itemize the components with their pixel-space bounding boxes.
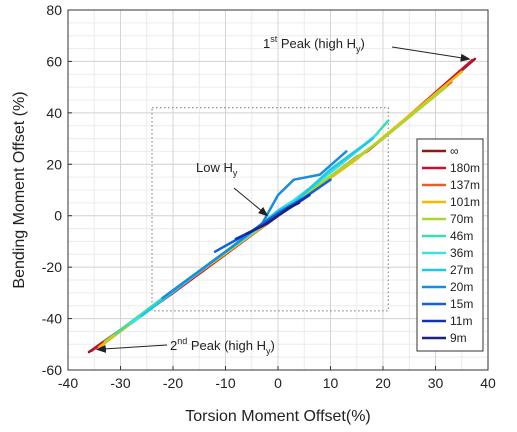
y-tick-label: 0 xyxy=(54,208,62,224)
x-tick-label: -20 xyxy=(163,375,183,391)
y-tick-label: -20 xyxy=(42,259,62,275)
x-tick-label: 0 xyxy=(274,375,282,391)
legend-label: ∞ xyxy=(450,144,459,158)
y-tick-label: -40 xyxy=(42,311,62,327)
legend-label: 46m xyxy=(450,229,473,243)
x-tick-label: 20 xyxy=(375,375,391,391)
legend-label: 180m xyxy=(450,161,480,175)
y-tick-label: -60 xyxy=(42,362,62,378)
annotations: 1st Peak (high Hy) 2nd Peak (high Hy) Lo… xyxy=(95,34,471,356)
x-tick-label: -30 xyxy=(110,375,130,391)
annotation-peak1-arrow xyxy=(391,46,471,62)
legend-label: 20m xyxy=(450,280,473,294)
y-tick-label: 20 xyxy=(46,156,62,172)
x-tick-label: 30 xyxy=(428,375,444,391)
annotation-low-hy-arrow xyxy=(233,187,269,217)
inset-dotted-box xyxy=(151,107,389,312)
x-tick-label: -40 xyxy=(58,375,78,391)
legend-label: 15m xyxy=(450,297,473,311)
x-tick-label: 10 xyxy=(323,375,339,391)
y-tick-label: 60 xyxy=(46,53,62,69)
legend-label: 27m xyxy=(450,263,473,277)
legend-label: 36m xyxy=(450,246,473,260)
inset-box xyxy=(151,107,389,312)
annotation-peak2-arrow xyxy=(95,344,168,353)
annotation-low-hy: Low Hy xyxy=(196,160,238,178)
annotation-peak2: 2nd Peak (high Hy) xyxy=(170,336,275,356)
series-line-20m xyxy=(161,150,348,300)
legend-label: 70m xyxy=(450,212,473,226)
y-tick-label: 80 xyxy=(46,2,62,18)
legend-label: 137m xyxy=(450,178,480,192)
legend-label: 101m xyxy=(450,195,480,209)
series-layer xyxy=(87,57,477,354)
x-tick-label: 40 xyxy=(480,375,496,391)
legend: ∞ 180m 137m 101m 70m 46m 36m 27m 20m 15m 11m 9m xyxy=(416,138,484,352)
y-axis-title: Bending Moment Offset (%) xyxy=(11,91,28,288)
series-line-9m xyxy=(245,201,301,235)
legend-box xyxy=(416,138,484,352)
x-tick-label: -10 xyxy=(215,375,235,391)
x-axis-title: Torsion Moment Offset(%) xyxy=(185,408,371,425)
annotation-peak1: 1st Peak (high Hy) xyxy=(263,34,365,54)
axis-titles: Torsion Moment Offset(%) Bending Moment … xyxy=(11,91,371,425)
y-tick-label: 40 xyxy=(46,105,62,121)
legend-label: 11m xyxy=(450,314,472,328)
legend-label: 9m xyxy=(450,331,467,345)
